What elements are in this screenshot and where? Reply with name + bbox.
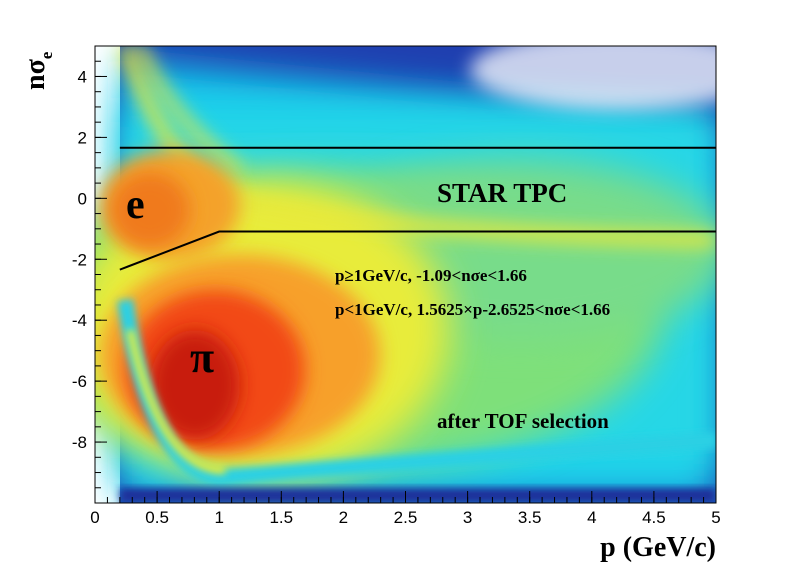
- x-tick-label: 2.5: [394, 508, 418, 527]
- cut-high-p-label: p≥1GeV/c, -1.09<nσe<1.66: [335, 266, 527, 285]
- x-tick-label: 1.5: [269, 508, 293, 527]
- y-tick-label: -4: [72, 311, 87, 330]
- y-tick-label: -6: [72, 372, 87, 391]
- cut-line: [119, 230, 716, 271]
- experiment-label: STAR TPC: [437, 178, 567, 208]
- y-tick-label: -2: [72, 250, 87, 269]
- x-tick-label: 1: [214, 508, 223, 527]
- x-tick-label: 4: [587, 508, 596, 527]
- y-axis-title: nσe: [20, 51, 56, 90]
- svg-text:nσe: nσe: [20, 51, 56, 90]
- cut-lines: [119, 146, 716, 271]
- x-tick-label: 3: [463, 508, 472, 527]
- x-axis-title: p (GeV/c): [600, 532, 716, 563]
- y-tick-label: 4: [78, 67, 87, 86]
- selection-label: after TOF selection: [437, 409, 609, 433]
- y-axis: -8 -6 -4 -2 0 2 4: [72, 60, 107, 489]
- x-tick-label: 0.5: [145, 508, 169, 527]
- x-tick-label: 3.5: [518, 508, 542, 527]
- x-tick-label: 2: [339, 508, 348, 527]
- y-tick-label: 0: [78, 189, 87, 208]
- pion-band-label: π: [190, 333, 214, 382]
- y-tick-label: -8: [72, 433, 87, 452]
- x-tick-label: 0: [90, 508, 99, 527]
- electron-band-label: e: [126, 182, 145, 228]
- y-tick-label: 2: [78, 128, 87, 147]
- cut-low-p-label: p<1GeV/c, 1.5625×p-2.6525<nσe<1.66: [335, 300, 610, 319]
- x-tick-label: 4.5: [642, 508, 666, 527]
- heatmap: [95, 46, 716, 503]
- x-axis: 0 0.5 1 1.5 2 2.5 3 3.5 4 4.5 5: [90, 491, 721, 527]
- x-tick-label: 5: [711, 508, 720, 527]
